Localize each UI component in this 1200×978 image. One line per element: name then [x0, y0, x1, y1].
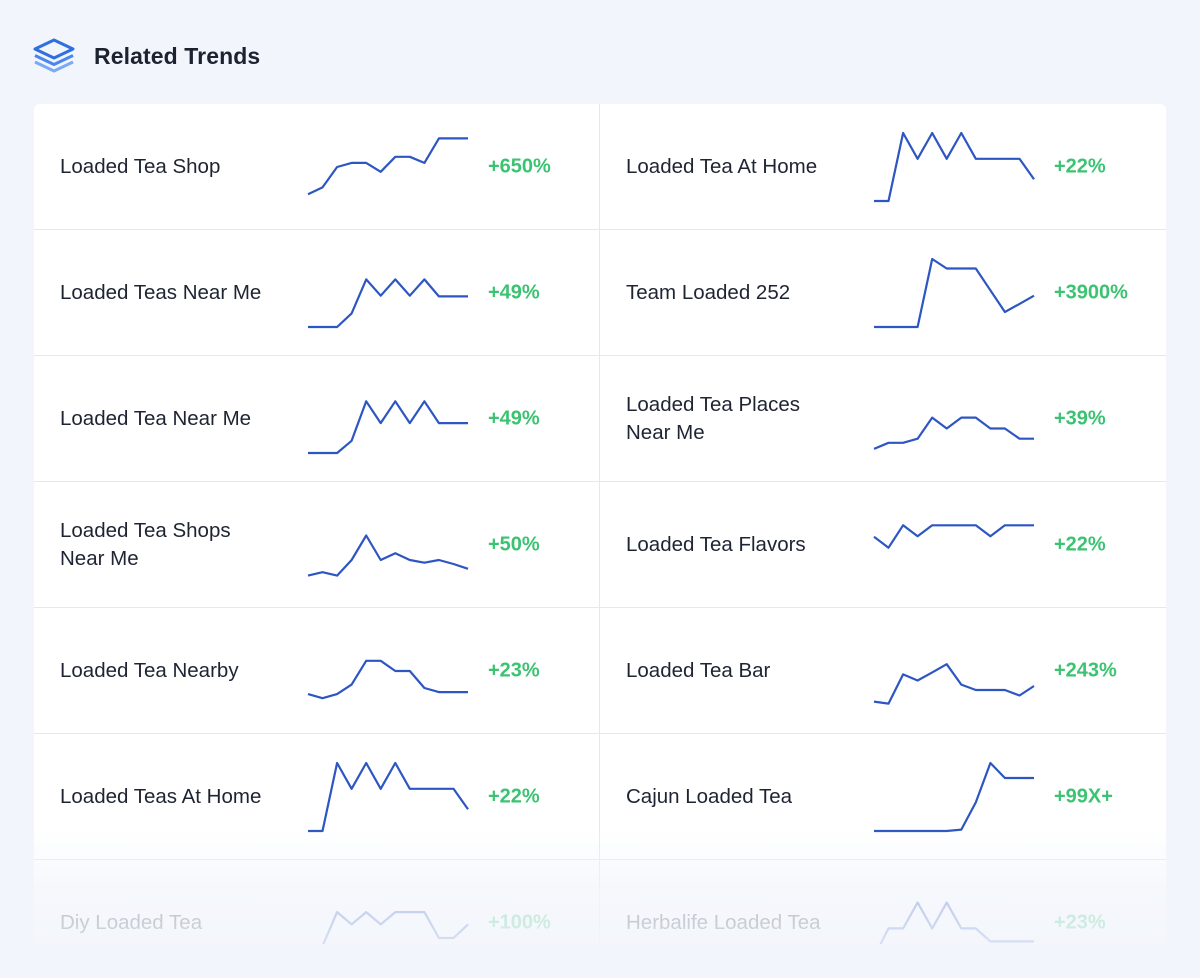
trend-growth: +243%: [1054, 659, 1117, 681]
trend-growth: +100%: [488, 911, 551, 933]
trend-sparkline: [307, 659, 468, 700]
sparkline-path: [307, 137, 468, 196]
trend-name: Loaded Tea Bar: [626, 658, 771, 682]
sparkline-path: [873, 416, 1034, 450]
trend-item[interactable]: Loaded Tea Shop +650%: [34, 104, 600, 230]
trend-growth: +99X+: [1054, 785, 1113, 807]
trend-name: Loaded Tea Nearby: [60, 658, 239, 682]
trend-growth: +49%: [488, 281, 540, 303]
trend-growth: +49%: [488, 407, 540, 429]
related-trends-card: Loaded Tea Shop +650% Loaded Tea At Home +2…: [34, 104, 1166, 944]
trend-item[interactable]: Loaded Tea At Home +22%: [600, 104, 1166, 230]
trend-sparkline: [308, 400, 468, 455]
trend-sparkline: [874, 131, 1035, 203]
trend-item[interactable]: Loaded Tea Nearby +23%: [34, 608, 600, 734]
trend-sparkline: [874, 761, 1034, 833]
trend-name: Loaded Teas At Home: [60, 784, 262, 808]
trend-item[interactable]: Team Loaded 252 +3900%: [600, 230, 1166, 356]
trend-growth: +22%: [1054, 533, 1106, 555]
trend-name: Loaded Tea Places Near Me: [626, 392, 801, 444]
sparkline-path: [874, 131, 1035, 203]
sparkline-path: [307, 534, 469, 577]
section-title: Related Trends: [94, 42, 261, 69]
trend-item[interactable]: Herbalife Loaded Tea +23%: [600, 860, 1166, 944]
sparkline-path: [308, 278, 468, 329]
trend-name: Herbalife Loaded Tea: [626, 910, 821, 934]
trend-name: Loaded Teas Near Me: [60, 280, 262, 304]
trend-name: Diy Loaded Tea: [60, 910, 203, 934]
trend-growth: +650%: [488, 155, 551, 177]
trend-sparkline: [322, 911, 469, 944]
trend-sparkline: [874, 257, 1035, 329]
sparkline-path: [308, 761, 469, 833]
trend-growth: +22%: [488, 785, 540, 807]
sparkline-path: [322, 911, 469, 944]
trend-sparkline: [307, 137, 468, 196]
sparkline-path: [873, 524, 1034, 549]
trend-growth: +23%: [1054, 911, 1106, 933]
trend-name: Loaded Tea At Home: [626, 154, 818, 178]
sparkline-path: [874, 257, 1035, 329]
trend-name: Loaded Tea Flavors: [626, 532, 806, 556]
trend-name: Cajun Loaded Tea: [626, 784, 793, 808]
trend-sparkline: [308, 761, 469, 833]
trend-item[interactable]: Loaded Tea Near Me +49%: [34, 356, 600, 482]
trend-sparkline: [879, 901, 1034, 944]
trend-sparkline: [873, 663, 1035, 705]
trend-item[interactable]: Loaded Tea Places Near Me +39%: [600, 356, 1166, 482]
trend-item[interactable]: Loaded Tea Flavors +22%: [600, 482, 1166, 608]
sparkline-path: [307, 659, 468, 700]
sparkline-path: [874, 761, 1034, 833]
trend-name: Loaded Tea Shops Near Me: [60, 518, 231, 570]
sparkline-path: [879, 901, 1034, 944]
trend-item[interactable]: Loaded Teas Near Me +49%: [34, 230, 600, 356]
trend-sparkline: [873, 416, 1034, 450]
sparkline-path: [308, 400, 468, 455]
trend-name: Loaded Tea Shop: [60, 154, 221, 178]
trend-growth: +3900%: [1054, 281, 1128, 303]
trend-name: Loaded Tea Near Me: [60, 406, 252, 430]
trend-item[interactable]: Diy Loaded Tea +100%: [34, 860, 600, 944]
trend-item[interactable]: Loaded Tea Shops Near Me +50%: [34, 482, 600, 608]
layers-icon: [32, 36, 76, 76]
trend-growth: +23%: [488, 659, 540, 681]
trend-growth: +50%: [488, 533, 540, 555]
trend-item[interactable]: Cajun Loaded Tea +99X+: [600, 734, 1166, 860]
trend-name: Team Loaded 252: [626, 280, 791, 304]
trend-growth: +39%: [1054, 407, 1106, 429]
trend-sparkline: [873, 524, 1034, 549]
trend-item[interactable]: Loaded Teas At Home +22%: [34, 734, 600, 860]
trend-growth: +22%: [1054, 155, 1106, 177]
section-header: Related Trends: [32, 34, 260, 78]
trend-item[interactable]: Loaded Tea Bar +243%: [600, 608, 1166, 734]
trend-sparkline: [308, 278, 468, 329]
sparkline-path: [873, 663, 1035, 705]
trend-sparkline: [307, 534, 469, 577]
